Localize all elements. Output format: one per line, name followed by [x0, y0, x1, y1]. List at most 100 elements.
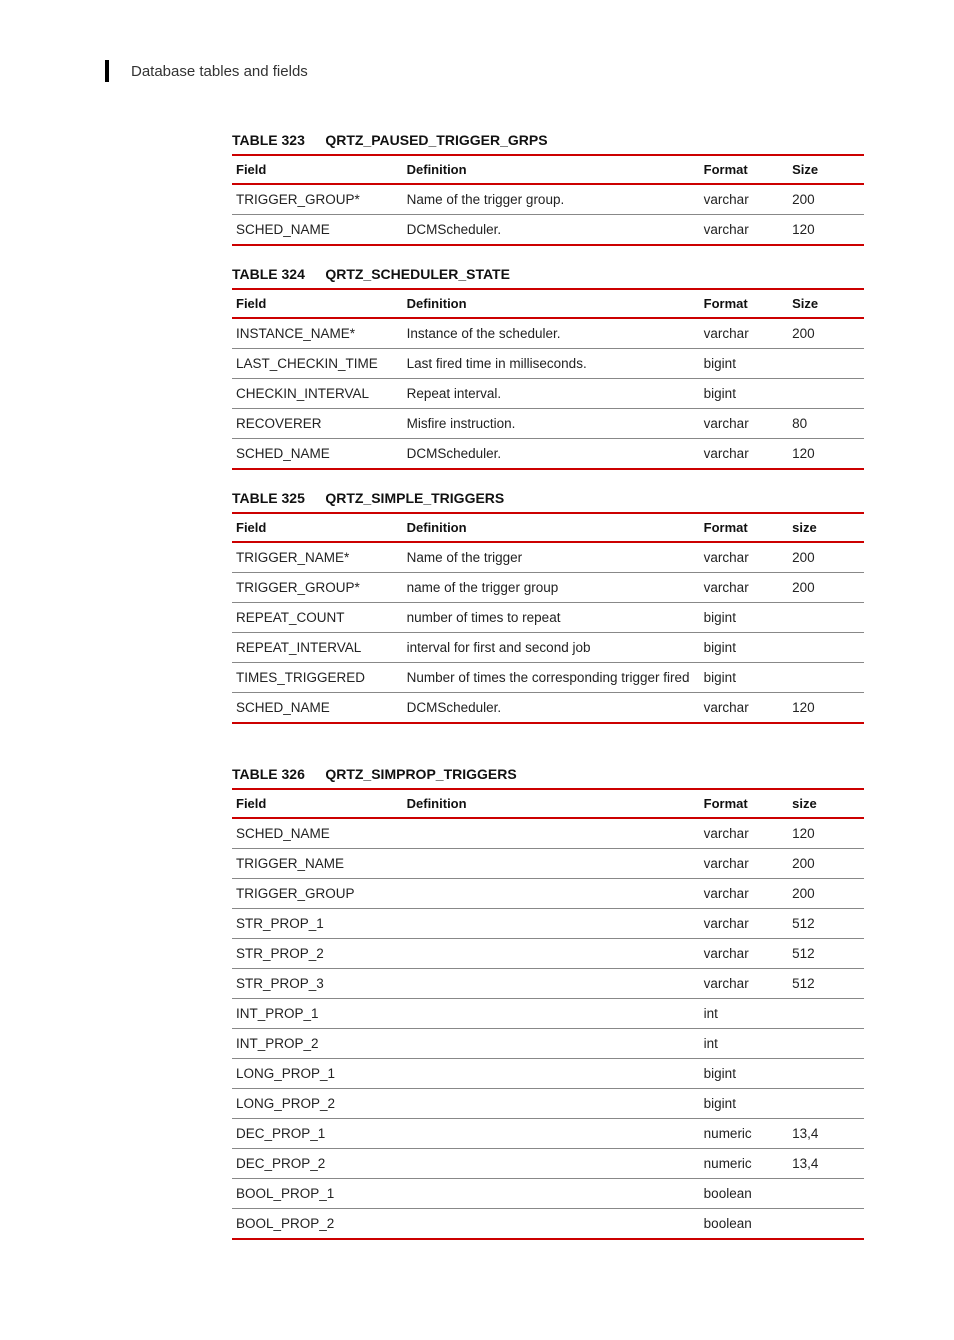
cell-size: 200	[788, 849, 864, 879]
cell-format: varchar	[700, 542, 788, 573]
table-title-row: TABLE 323 QRTZ_PAUSED_TRIGGER_GRPS	[232, 132, 864, 150]
cell-format: varchar	[700, 849, 788, 879]
cell-size	[788, 663, 864, 693]
col-header-size: size	[788, 789, 864, 818]
cell-definition	[403, 939, 700, 969]
table-row: TRIGGER_GROUP* name of the trigger group…	[232, 573, 864, 603]
cell-size: 200	[788, 318, 864, 349]
col-header-size: Size	[788, 155, 864, 184]
cell-field: STR_PROP_3	[232, 969, 403, 999]
cell-definition: DCMScheduler.	[403, 439, 700, 470]
cell-format: varchar	[700, 409, 788, 439]
cell-size	[788, 633, 864, 663]
cell-field: LONG_PROP_1	[232, 1059, 403, 1089]
cell-definition	[403, 1119, 700, 1149]
cell-field: STR_PROP_1	[232, 909, 403, 939]
cell-definition: number of times to repeat	[403, 603, 700, 633]
cell-size	[788, 379, 864, 409]
cell-field: TRIGGER_GROUP*	[232, 573, 403, 603]
cell-format: varchar	[700, 439, 788, 470]
table-row: INT_PROP_1 int	[232, 999, 864, 1029]
table-header-row: Field Definition Format size	[232, 789, 864, 818]
cell-field: DEC_PROP_2	[232, 1149, 403, 1179]
col-header-format: Format	[700, 789, 788, 818]
cell-format: boolean	[700, 1179, 788, 1209]
cell-field: INT_PROP_1	[232, 999, 403, 1029]
cell-definition: Last fired time in milliseconds.	[403, 349, 700, 379]
cell-field: STR_PROP_2	[232, 939, 403, 969]
cell-field: TRIGGER_NAME	[232, 849, 403, 879]
table-row: INSTANCE_NAME* Instance of the scheduler…	[232, 318, 864, 349]
table-row: TIMES_TRIGGERED Number of times the corr…	[232, 663, 864, 693]
cell-format: varchar	[700, 939, 788, 969]
col-header-definition: Definition	[403, 513, 700, 542]
table-row: BOOL_PROP_1 boolean	[232, 1179, 864, 1209]
table-row: TRIGGER_GROUP varchar 200	[232, 879, 864, 909]
cell-size: 13,4	[788, 1119, 864, 1149]
cell-format: numeric	[700, 1149, 788, 1179]
cell-definition: Repeat interval.	[403, 379, 700, 409]
table-row: REPEAT_INTERVAL interval for first and s…	[232, 633, 864, 663]
cell-definition: Name of the trigger	[403, 542, 700, 573]
cell-size	[788, 1209, 864, 1240]
table-block-326: TABLE 326 QRTZ_SIMPROP_TRIGGERS Field De…	[232, 766, 864, 1240]
cell-format: varchar	[700, 879, 788, 909]
cell-field: TRIGGER_GROUP*	[232, 184, 403, 215]
cell-format: bigint	[700, 663, 788, 693]
cell-format: boolean	[700, 1209, 788, 1240]
cell-size: 512	[788, 969, 864, 999]
cell-field: BOOL_PROP_1	[232, 1179, 403, 1209]
cell-definition	[403, 879, 700, 909]
header-marker	[105, 60, 109, 82]
table-row: SCHED_NAME DCMScheduler. varchar 120	[232, 439, 864, 470]
cell-definition	[403, 1209, 700, 1240]
cell-format: bigint	[700, 1089, 788, 1119]
cell-size	[788, 1089, 864, 1119]
table-name: QRTZ_SIMPROP_TRIGGERS	[325, 766, 516, 782]
table-number: TABLE 325	[232, 490, 305, 506]
cell-field: REPEAT_COUNT	[232, 603, 403, 633]
cell-format: varchar	[700, 818, 788, 849]
table-block-324: TABLE 324 QRTZ_SCHEDULER_STATE Field Def…	[232, 266, 864, 470]
table-row: TRIGGER_NAME* Name of the trigger varcha…	[232, 542, 864, 573]
cell-definition	[403, 1149, 700, 1179]
col-header-definition: Definition	[403, 289, 700, 318]
cell-size	[788, 999, 864, 1029]
cell-size: 512	[788, 939, 864, 969]
col-header-size: Size	[788, 289, 864, 318]
cell-format: varchar	[700, 909, 788, 939]
cell-size: 120	[788, 215, 864, 246]
cell-format: varchar	[700, 573, 788, 603]
table-title-row: TABLE 325 QRTZ_SIMPLE_TRIGGERS	[232, 490, 864, 508]
cell-field: TRIGGER_NAME*	[232, 542, 403, 573]
col-header-definition: Definition	[403, 155, 700, 184]
table-name: QRTZ_SCHEDULER_STATE	[325, 266, 510, 282]
cell-definition: DCMScheduler.	[403, 693, 700, 724]
cell-size: 120	[788, 693, 864, 724]
cell-field: LONG_PROP_2	[232, 1089, 403, 1119]
cell-format: varchar	[700, 693, 788, 724]
table-title-row: TABLE 324 QRTZ_SCHEDULER_STATE	[232, 266, 864, 284]
table-row: LAST_CHECKIN_TIME Last fired time in mil…	[232, 349, 864, 379]
table-row: RECOVERER Misfire instruction. varchar 8…	[232, 409, 864, 439]
cell-format: bigint	[700, 349, 788, 379]
table-row: SCHED_NAME DCMScheduler. varchar 120	[232, 693, 864, 724]
cell-format: numeric	[700, 1119, 788, 1149]
cell-size: 200	[788, 542, 864, 573]
cell-field: SCHED_NAME	[232, 693, 403, 724]
table-block-323: TABLE 323 QRTZ_PAUSED_TRIGGER_GRPS Field…	[232, 132, 864, 246]
col-header-format: Format	[700, 289, 788, 318]
cell-format: int	[700, 999, 788, 1029]
col-header-format: Format	[700, 513, 788, 542]
cell-field: LAST_CHECKIN_TIME	[232, 349, 403, 379]
table-row: LONG_PROP_1 bigint	[232, 1059, 864, 1089]
table-324: Field Definition Format Size INSTANCE_NA…	[232, 288, 864, 470]
page-header-row: Database tables and fields	[105, 60, 864, 82]
cell-field: INSTANCE_NAME*	[232, 318, 403, 349]
cell-field: REPEAT_INTERVAL	[232, 633, 403, 663]
cell-size: 512	[788, 909, 864, 939]
cell-size: 200	[788, 879, 864, 909]
table-323: Field Definition Format Size TRIGGER_GRO…	[232, 154, 864, 246]
table-row: DEC_PROP_2 numeric 13,4	[232, 1149, 864, 1179]
cell-definition	[403, 1029, 700, 1059]
